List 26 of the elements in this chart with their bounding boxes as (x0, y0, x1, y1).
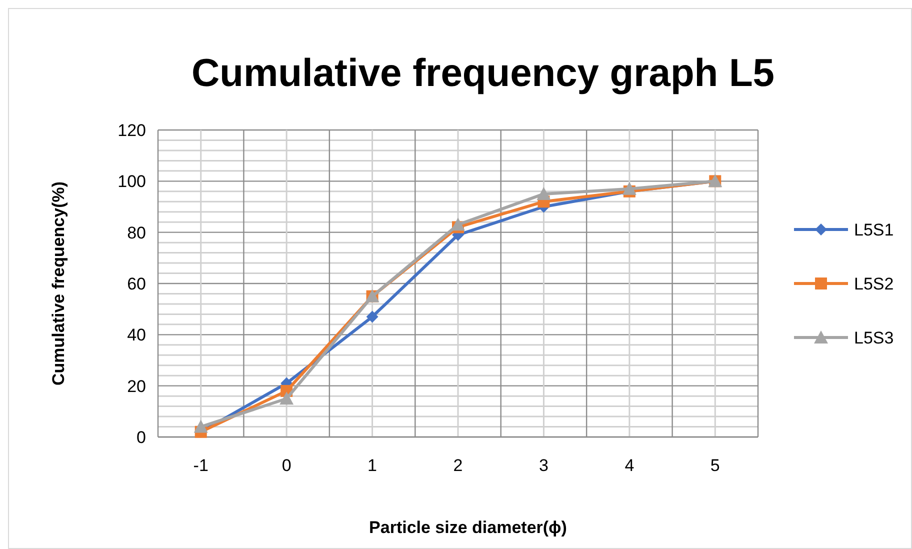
x-tick-label: 5 (710, 456, 720, 475)
legend-label: L5S2 (854, 274, 894, 294)
legend-label: L5S1 (854, 220, 894, 240)
x-tick-label: 3 (538, 456, 548, 475)
x-tick-label: 1 (368, 456, 378, 475)
y-tick-label: 80 (127, 223, 146, 242)
y-axis-title: Cumulative frequency(%) (48, 181, 68, 386)
y-tick-label: 100 (118, 172, 146, 192)
point (536, 186, 551, 200)
x-tick-label: 4 (624, 456, 634, 475)
y-tick-label: 0 (136, 428, 146, 447)
y-tick-label: 60 (127, 274, 146, 294)
x-tick-label: -1 (193, 456, 208, 475)
y-tick-label: 120 (118, 120, 146, 140)
x-tick-label: 2 (453, 456, 463, 475)
point (451, 218, 465, 231)
point (280, 392, 294, 405)
chart-title: Cumulative frequency graph L5 (192, 52, 774, 95)
y-tick-label: 40 (127, 326, 146, 345)
x-axis-title: Particle size diameter(ϕ) (369, 518, 567, 537)
x-tick-label: 0 (282, 456, 292, 475)
point (194, 420, 208, 433)
legend-label: L5S3 (854, 328, 894, 348)
point (622, 182, 636, 195)
y-tick-label: 20 (127, 376, 146, 396)
point (366, 310, 378, 323)
